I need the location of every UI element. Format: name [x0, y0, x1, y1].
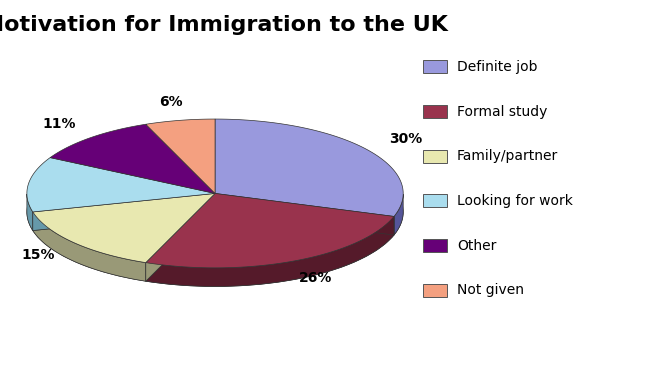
Ellipse shape [27, 138, 403, 286]
Polygon shape [146, 193, 215, 281]
Text: 26%: 26% [298, 270, 332, 285]
Polygon shape [146, 193, 215, 281]
Text: 11%: 11% [43, 117, 76, 131]
FancyBboxPatch shape [423, 284, 447, 297]
Polygon shape [27, 158, 215, 212]
Polygon shape [33, 193, 215, 263]
Text: Looking for work: Looking for work [457, 194, 573, 208]
Text: Definite job: Definite job [457, 60, 538, 74]
Text: Not given: Not given [457, 283, 524, 297]
FancyBboxPatch shape [423, 60, 447, 74]
Text: 15%: 15% [22, 248, 55, 262]
FancyBboxPatch shape [423, 239, 447, 252]
Polygon shape [215, 193, 394, 235]
FancyBboxPatch shape [423, 105, 447, 118]
Text: Family/partner: Family/partner [457, 149, 558, 163]
Text: Formal study: Formal study [457, 105, 547, 119]
FancyBboxPatch shape [423, 150, 447, 163]
Polygon shape [50, 124, 215, 193]
Text: 30%: 30% [388, 132, 422, 146]
Polygon shape [146, 193, 394, 268]
Polygon shape [33, 193, 215, 231]
Polygon shape [146, 119, 215, 193]
FancyBboxPatch shape [423, 195, 447, 208]
Polygon shape [146, 217, 394, 286]
Text: 6%: 6% [159, 95, 183, 109]
Polygon shape [27, 194, 33, 231]
Polygon shape [215, 193, 394, 235]
Polygon shape [33, 212, 146, 281]
Polygon shape [33, 193, 215, 231]
Text: Other: Other [457, 238, 497, 253]
Polygon shape [215, 119, 403, 217]
Text: Motivation for Immigration to the UK: Motivation for Immigration to the UK [0, 15, 448, 35]
Polygon shape [394, 194, 403, 235]
